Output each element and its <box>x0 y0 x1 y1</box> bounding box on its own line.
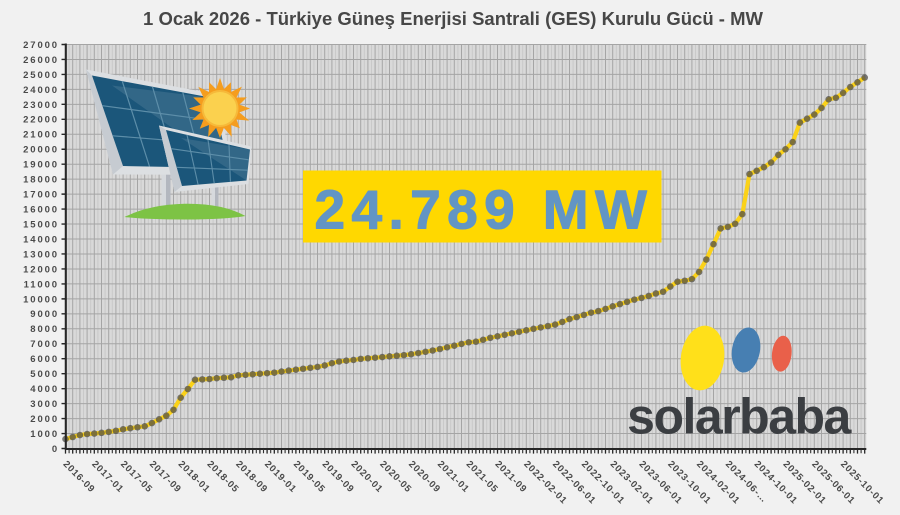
svg-text:2000: 2000 <box>30 414 59 425</box>
svg-text:25000: 25000 <box>23 70 59 81</box>
svg-text:18000: 18000 <box>23 175 59 186</box>
svg-text:1000: 1000 <box>30 429 59 440</box>
svg-text:24.789 MW: 24.789 MW <box>315 178 654 240</box>
svg-text:9000: 9000 <box>30 309 59 320</box>
svg-text:27000: 27000 <box>23 40 59 51</box>
svg-text:6000: 6000 <box>30 354 59 365</box>
svg-text:19000: 19000 <box>23 160 59 171</box>
svg-text:1 Ocak 2026 - Türkiye Güneş En: 1 Ocak 2026 - Türkiye Güneş Enerjisi San… <box>143 8 763 29</box>
svg-text:17000: 17000 <box>23 190 59 201</box>
svg-text:8000: 8000 <box>30 324 59 335</box>
svg-text:10000: 10000 <box>23 294 59 305</box>
svg-text:12000: 12000 <box>23 264 59 275</box>
svg-text:14000: 14000 <box>23 234 59 245</box>
svg-text:21000: 21000 <box>23 130 59 141</box>
svg-text:13000: 13000 <box>23 249 59 260</box>
svg-text:11000: 11000 <box>24 279 59 290</box>
svg-text:16000: 16000 <box>23 205 59 216</box>
svg-text:7000: 7000 <box>30 339 59 350</box>
svg-text:26000: 26000 <box>23 55 59 66</box>
svg-text:20000: 20000 <box>23 145 59 156</box>
svg-text:3000: 3000 <box>30 399 59 410</box>
svg-text:23000: 23000 <box>23 100 59 111</box>
svg-text:0: 0 <box>52 444 59 455</box>
svg-text:5000: 5000 <box>30 369 59 380</box>
svg-text:15000: 15000 <box>23 220 59 231</box>
svg-text:24000: 24000 <box>23 85 59 96</box>
svg-text:solarbaba: solarbaba <box>627 389 852 445</box>
svg-text:4000: 4000 <box>30 384 59 395</box>
svg-text:22000: 22000 <box>23 115 59 126</box>
